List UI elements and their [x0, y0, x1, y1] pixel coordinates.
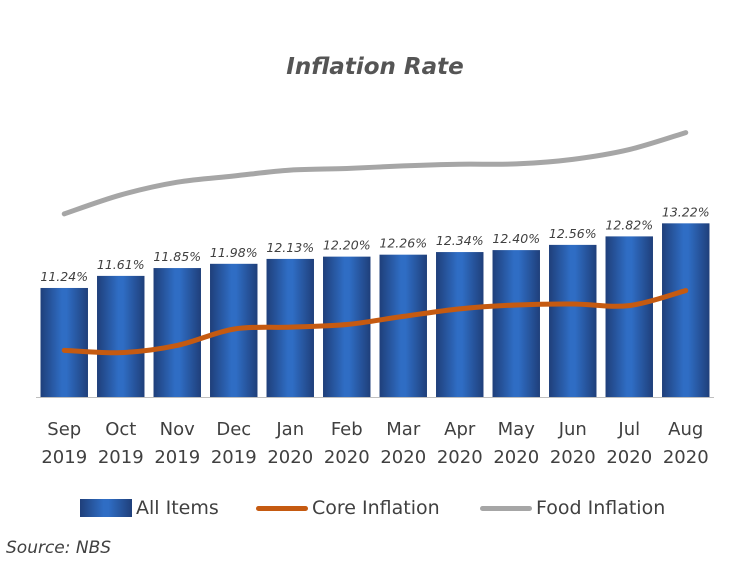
x-tick-label: 2020 [324, 447, 370, 468]
data-label-all-items: 11.85% [153, 249, 201, 264]
bar-all-items [379, 254, 427, 397]
x-tick-label: 2020 [380, 447, 426, 468]
source-note: Source: NBS [6, 538, 112, 558]
x-tick-label: 2019 [154, 447, 200, 468]
bar-all-items [436, 252, 484, 397]
bar-all-items [549, 244, 597, 397]
x-tick-label: 2020 [267, 447, 313, 468]
chart-legend: All Items Core Inflation Food Inflation [0, 494, 750, 522]
x-tick-label: 2019 [98, 447, 144, 468]
data-label-all-items: 11.98% [210, 245, 258, 260]
x-tick-label: Jun [558, 419, 587, 440]
bar-all-items [662, 223, 710, 397]
x-tick-label: 2020 [437, 447, 483, 468]
x-tick-label: Mar [386, 419, 421, 440]
legend-label-core-inflation: Core Inflation [312, 497, 440, 519]
line-food-inflation [61, 130, 689, 217]
x-tick-label: May [498, 419, 536, 440]
legend-item-core-inflation: Core Inflation [256, 494, 440, 522]
data-label-all-items: 12.56% [549, 226, 597, 241]
bar-all-items [153, 268, 201, 397]
legend-swatch-all-items [80, 499, 132, 517]
legend-label-all-items: All Items [136, 497, 219, 519]
legend-item-food-inflation: Food Inflation [480, 494, 665, 522]
x-tick-label: Apr [444, 419, 476, 440]
legend-swatch-core-inflation [256, 505, 308, 511]
bar-all-items [605, 236, 653, 397]
data-label-all-items: 13.22% [662, 204, 710, 219]
bar-all-items [40, 287, 88, 397]
legend-label-food-inflation: Food Inflation [536, 497, 666, 519]
line-core-inflation [61, 288, 689, 356]
x-tick-label: Sep [47, 419, 81, 440]
x-tick-label: 2020 [493, 447, 539, 468]
x-tick-label: Nov [160, 419, 195, 440]
chart-title: Inflation Rate [286, 54, 464, 80]
x-tick-label: 2019 [211, 447, 257, 468]
data-label-all-items: 11.24% [40, 269, 88, 284]
data-label-all-items: 12.82% [605, 217, 653, 232]
data-label-all-items: 11.61% [97, 257, 145, 272]
x-tick-label: Feb [331, 419, 363, 440]
data-label-all-items: 12.34% [436, 233, 484, 248]
x-tick-label: 2019 [41, 447, 87, 468]
x-tick-label: Jan [275, 419, 304, 440]
x-tick-label: 2020 [606, 447, 652, 468]
legend-swatch-food-inflation [480, 505, 532, 511]
data-label-all-items: 12.40% [492, 231, 540, 246]
data-label-all-items: 12.13% [266, 240, 314, 255]
bar-all-items [97, 275, 145, 397]
x-tick-label: Dec [216, 419, 251, 440]
x-tick-label: Jul [617, 419, 640, 440]
x-tick-label: 2020 [550, 447, 596, 468]
legend-item-all-items: All Items [80, 494, 219, 522]
x-tick-label: Aug [668, 419, 703, 440]
data-label-all-items: 12.26% [379, 236, 427, 251]
data-label-all-items: 12.20% [323, 238, 371, 253]
x-tick-label: 2020 [663, 447, 709, 468]
x-tick-label: Oct [105, 419, 136, 440]
bar-all-items [492, 250, 540, 397]
